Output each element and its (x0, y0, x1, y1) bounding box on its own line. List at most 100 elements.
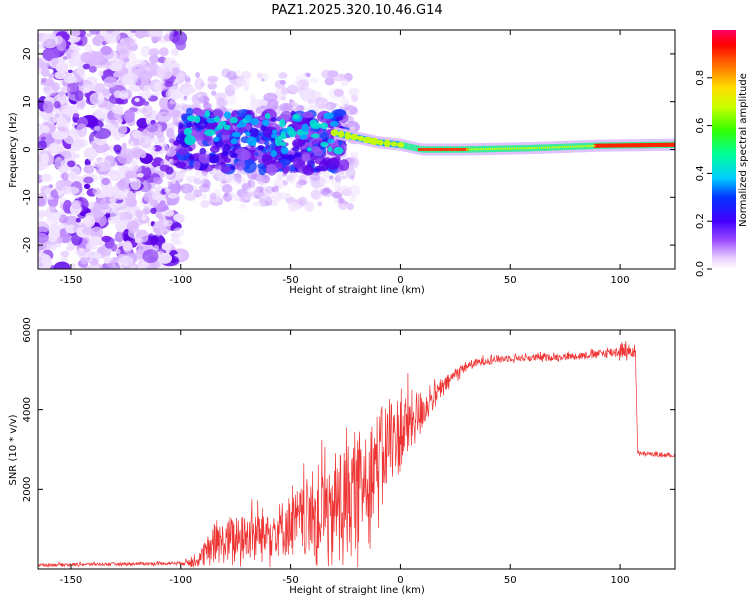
heatmap-cell (270, 117, 277, 123)
heatmap-cell (272, 191, 283, 202)
heatmap-cell (61, 185, 73, 195)
heatmap-cell (223, 111, 232, 119)
ridge-core (573, 145, 576, 148)
heatmap-cell (96, 111, 104, 119)
spectrogram-y-tick-label: 10 (22, 95, 33, 108)
ridge-hot (620, 143, 622, 148)
heatmap-cell (115, 222, 126, 233)
heatmap-cell (217, 98, 229, 107)
heatmap-cell (273, 177, 286, 189)
heatmap-cell (116, 180, 128, 191)
heatmap-cell (169, 32, 180, 43)
heatmap-cell (263, 92, 278, 102)
heatmap-cell (117, 211, 133, 222)
heatmap-cell (270, 150, 278, 158)
spectrogram-x-ticks: -150 -100 -50 0 50 100 (60, 30, 630, 286)
heatmap-cell (345, 167, 356, 179)
heatmap-cell (75, 217, 81, 223)
heatmap-cell (38, 128, 44, 135)
heatmap-cell (244, 114, 253, 122)
heatmap-cell (38, 43, 44, 49)
heatmap-cell (279, 102, 293, 113)
heatmap-cell (239, 196, 244, 203)
heatmap-cell (103, 76, 118, 88)
ridge-core (472, 148, 475, 151)
ridge-hot (634, 143, 636, 148)
heatmap-cell (330, 129, 339, 137)
heatmap-cell (72, 69, 78, 76)
heatmap-cell (138, 135, 152, 146)
heatmap-cell (50, 58, 59, 66)
heatmap-cell (285, 174, 296, 184)
heatmap-cell (134, 209, 144, 218)
heatmap-cell (109, 202, 117, 209)
heatmap-cell (70, 199, 82, 210)
heatmap-cell (168, 180, 181, 196)
ridge-core (589, 144, 591, 147)
heatmap-cell (74, 90, 84, 102)
heatmap-cell (320, 178, 327, 186)
ridge-core (479, 148, 482, 151)
heatmap-cell (51, 223, 57, 228)
heatmap-cell (164, 188, 171, 193)
heatmap-cell (223, 124, 231, 131)
ridge-hot (455, 148, 458, 151)
heatmap-cell (42, 47, 60, 62)
heatmap-cell (97, 159, 112, 172)
heatmap-cell (227, 191, 235, 198)
ridge-hot (640, 143, 643, 148)
heatmap-cell (126, 220, 139, 234)
ridge-hot (422, 148, 425, 151)
heatmap-cell (222, 192, 233, 202)
ridge-hot (668, 142, 670, 147)
heatmap-cell (140, 215, 147, 221)
ridge-hot (418, 148, 421, 151)
heatmap-cell (155, 231, 162, 237)
colorbar-tick-label: 0.2 (695, 213, 706, 229)
figure-title: PAZ1.2025.320.10.46.G14 (271, 3, 442, 18)
snr-x-tick-label: 50 (504, 575, 517, 586)
heatmap-cell (129, 141, 134, 147)
ridge-core (530, 147, 532, 150)
heatmap-cell (349, 151, 359, 158)
heatmap-cell (147, 222, 152, 227)
heatmap-cell (321, 188, 333, 198)
heatmap-cell (147, 233, 155, 242)
heatmap-cell (236, 76, 245, 86)
heatmap-cell (173, 213, 185, 222)
heatmap-cell (350, 175, 355, 181)
ridge-core (584, 145, 587, 148)
heatmap-cell (123, 109, 135, 123)
heatmap-cell (286, 84, 299, 95)
heatmap-cell (148, 30, 164, 37)
heatmap-cell (327, 138, 335, 144)
heatmap-cell (58, 214, 68, 224)
heatmap-cell (60, 86, 71, 93)
heatmap-cell (92, 187, 102, 195)
heatmap-cell (258, 116, 265, 121)
ridge-hot (632, 143, 634, 148)
spectrogram-x-tick-label: 50 (504, 275, 517, 286)
ridge-core (523, 147, 525, 150)
heatmap-cell (209, 145, 220, 154)
ridge-hot (437, 148, 440, 151)
heatmap-cell (117, 164, 129, 174)
heatmap-cell (348, 157, 356, 165)
heatmap-cell (317, 201, 323, 207)
heatmap-cell (277, 172, 283, 181)
heatmap-cell (60, 256, 69, 262)
heatmap-cell (369, 137, 379, 146)
heatmap-cell (101, 235, 112, 243)
heatmap-cell (337, 130, 345, 138)
ridge-core (571, 145, 574, 148)
heatmap-cell (113, 71, 123, 78)
heatmap-cell (390, 141, 398, 147)
heatmap-cell (280, 146, 289, 155)
ridge-core (578, 145, 580, 148)
heatmap-cell (131, 160, 138, 167)
heatmap-cell (152, 176, 163, 185)
heatmap-cell (298, 88, 314, 98)
heatmap-cell (221, 184, 233, 194)
heatmap-cell (38, 66, 42, 75)
ridge-core (558, 146, 561, 149)
